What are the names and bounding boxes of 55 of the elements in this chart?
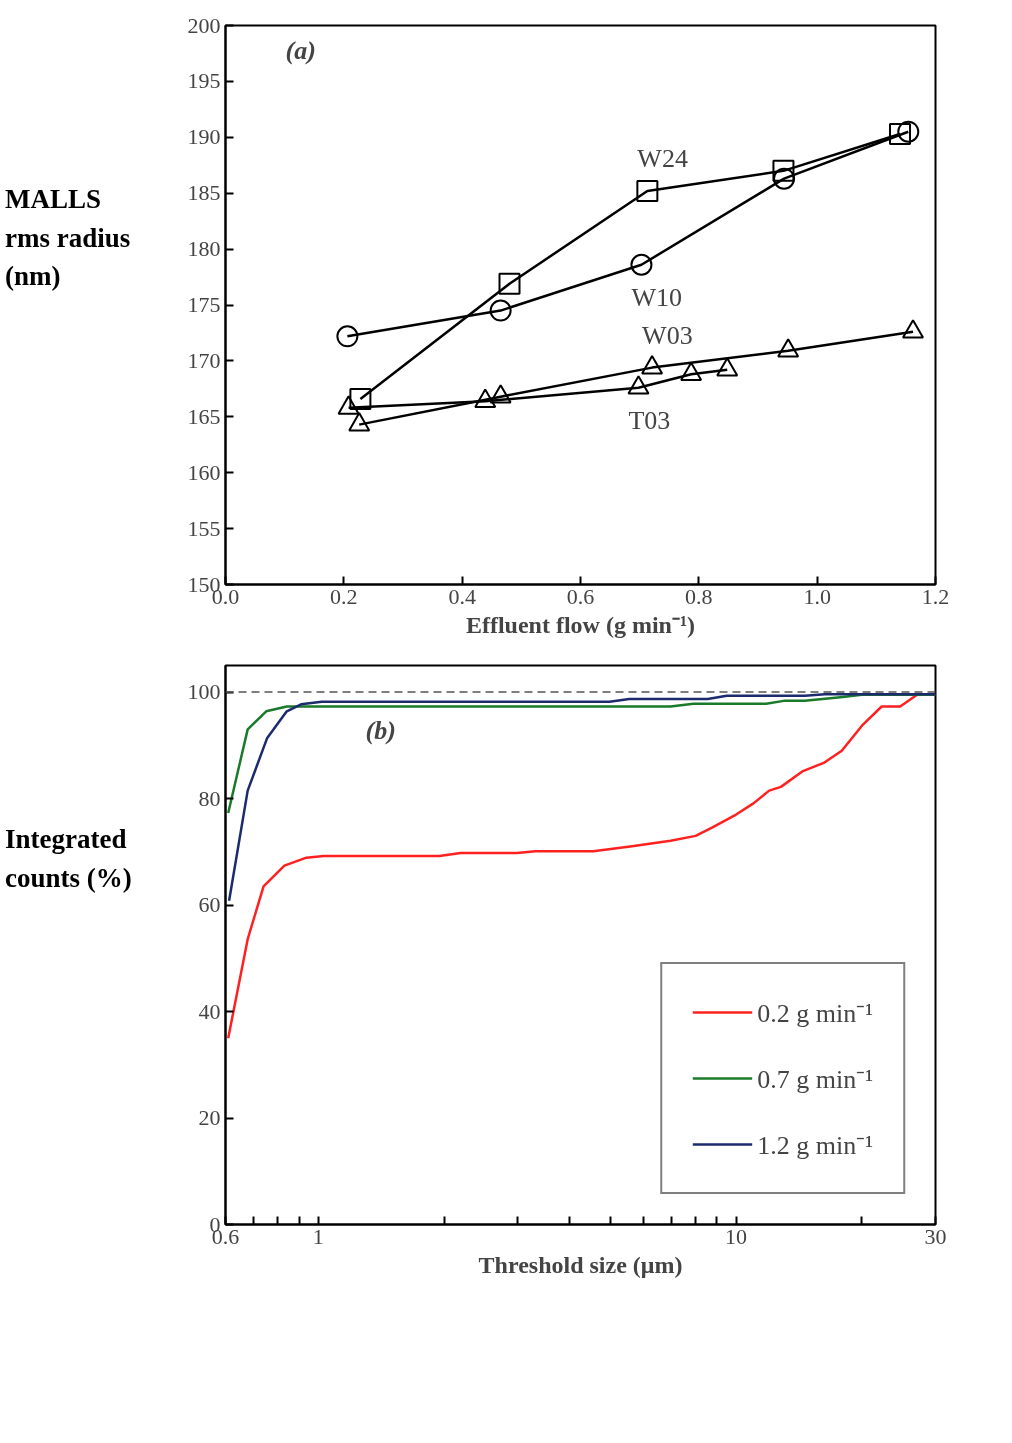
point	[889, 122, 911, 145]
annotation: (a)	[285, 35, 316, 65]
y-tick-label: 195	[187, 68, 221, 94]
point	[897, 120, 920, 143]
point	[474, 388, 497, 408]
x-axis-title: Effluent flow (g min⁻¹)	[465, 611, 696, 638]
x-tick-label: 10	[725, 1223, 748, 1249]
x-tick-label: 1.0	[803, 583, 831, 609]
point	[627, 375, 650, 395]
point	[772, 159, 795, 182]
y-axis-title: Integrated counts (%)	[5, 823, 132, 895]
y-tick-label: 200	[187, 12, 221, 38]
x-tick-label: 0.6	[566, 583, 595, 609]
series-label: W10	[631, 282, 682, 312]
point	[641, 355, 664, 375]
x-tick-label: 0.4	[448, 583, 476, 609]
point	[716, 357, 739, 377]
point	[498, 272, 521, 295]
y-tick-label: 170	[187, 347, 221, 373]
series-label: W03	[642, 320, 693, 350]
y-tick-label: 155	[187, 515, 221, 541]
y-tick-label: 80	[198, 785, 221, 811]
y-tick-label: 60	[198, 892, 221, 918]
legend-label: 1.2 g min⁻¹	[757, 1130, 873, 1162]
point	[777, 338, 800, 358]
y-tick-label: 185	[187, 180, 221, 206]
y-tick-label: 160	[187, 459, 221, 485]
point	[680, 361, 703, 382]
y-tick-label: 20	[198, 1105, 221, 1131]
y-tick-label: 40	[198, 998, 221, 1024]
point	[902, 319, 925, 339]
point	[489, 384, 512, 404]
y-tick-label: 175	[187, 292, 221, 317]
point	[630, 253, 653, 276]
point	[337, 395, 360, 415]
point	[489, 299, 512, 322]
point	[636, 179, 659, 202]
annotation: (b)	[365, 715, 396, 745]
series-label: W24	[637, 143, 688, 173]
x-tick-label: 0.8	[685, 583, 713, 609]
y-tick-label: 100	[187, 679, 221, 705]
point	[348, 412, 371, 432]
x-tick-label: 1	[312, 1223, 324, 1249]
x-tick-label: 30	[924, 1223, 947, 1249]
point	[773, 167, 796, 190]
y-tick-label: 180	[187, 236, 221, 262]
legend-label: 0.7 g min⁻¹	[757, 1064, 873, 1096]
y-axis-title: MALLS rms radius (nm)	[5, 183, 131, 294]
series-label: T03	[628, 405, 671, 435]
x-tick-label: 0.2	[330, 583, 358, 609]
x-tick-label: 1.2	[921, 583, 950, 609]
y-tick-label: 165	[187, 403, 221, 429]
legend-label: 0.2 g min⁻¹	[757, 998, 873, 1030]
y-tick-label: 190	[187, 124, 221, 150]
x-axis-title: Threshold size (μm)	[478, 1251, 683, 1278]
